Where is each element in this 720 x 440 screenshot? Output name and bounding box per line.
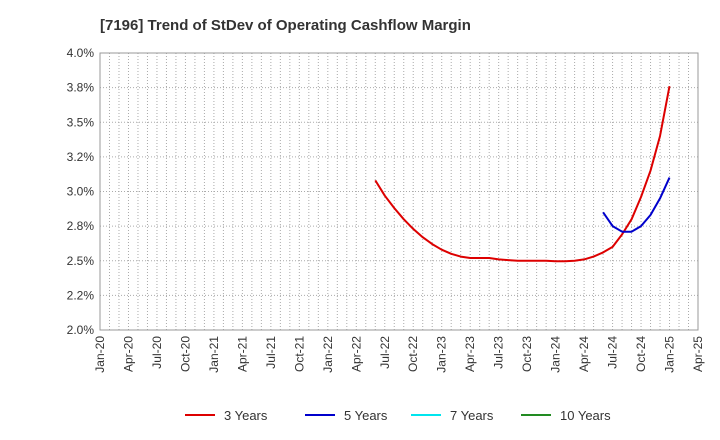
x-tick-label: Oct-20: [178, 336, 192, 372]
x-tick-label: Apr-23: [463, 336, 477, 372]
y-tick-label: 2.8%: [67, 219, 95, 233]
y-tick-label: 3.0%: [67, 185, 95, 199]
x-tick-label: Apr-22: [349, 336, 363, 372]
x-tick-label: Jan-22: [321, 336, 335, 373]
x-tick-label: Jan-23: [435, 336, 449, 373]
legend-label-10-years: 10 Years: [560, 408, 611, 423]
legend-label-7-years: 7 Years: [450, 408, 494, 423]
x-tick-label: Jan-25: [663, 336, 677, 373]
x-tick-label: Oct-21: [292, 336, 306, 372]
x-tick-label: Oct-23: [520, 336, 534, 372]
x-tick-label: Jan-24: [549, 336, 563, 373]
y-tick-label: 3.8%: [67, 81, 95, 95]
y-axis: 2.0% 2.2% 2.5% 2.8% 3.0% 3.2% 3.5% 3.8% 4.0%: [67, 46, 95, 337]
series-line-5-years: [602, 177, 671, 233]
x-tick-label: Jan-20: [93, 336, 107, 373]
legend: 3 Years 5 Years 7 Years 10 Years: [185, 408, 611, 423]
y-tick-label: 2.2%: [67, 288, 95, 302]
y-tick-label: 2.0%: [67, 323, 95, 337]
x-tick-label: Oct-22: [406, 336, 420, 372]
chart-title: [7196] Trend of StDev of Operating Cashf…: [100, 17, 471, 34]
x-tick-label: Jan-21: [207, 336, 221, 373]
y-tick-label: 3.2%: [67, 150, 95, 164]
x-tick-label: Jul-20: [150, 336, 164, 369]
y-tick-label: 3.5%: [67, 115, 95, 129]
x-tick-label: Apr-25: [691, 336, 705, 372]
plot-area: [100, 53, 698, 330]
series-layer: [374, 86, 671, 263]
x-tick-label: Jul-21: [264, 336, 278, 369]
x-tick-label: Jul-22: [378, 336, 392, 369]
x-tick-label: Apr-20: [121, 336, 135, 372]
legend-label-5-years: 5 Years: [344, 408, 388, 423]
series-line-3-years: [374, 86, 671, 263]
x-tick-label: Oct-24: [634, 336, 648, 372]
legend-label-3-years: 3 Years: [224, 408, 268, 423]
x-tick-label: Apr-21: [235, 336, 249, 372]
x-axis: Jan-20 Apr-20 Jul-20 Oct-20 Jan-21 Apr-21 Jul-…: [93, 336, 705, 373]
x-tick-label: Jul-23: [492, 336, 506, 369]
x-tick-label: Jul-24: [606, 336, 620, 369]
x-tick-label: Apr-24: [577, 336, 591, 372]
y-tick-label: 4.0%: [67, 46, 95, 60]
y-tick-label: 2.5%: [67, 254, 95, 268]
plot-border: [99, 52, 699, 331]
